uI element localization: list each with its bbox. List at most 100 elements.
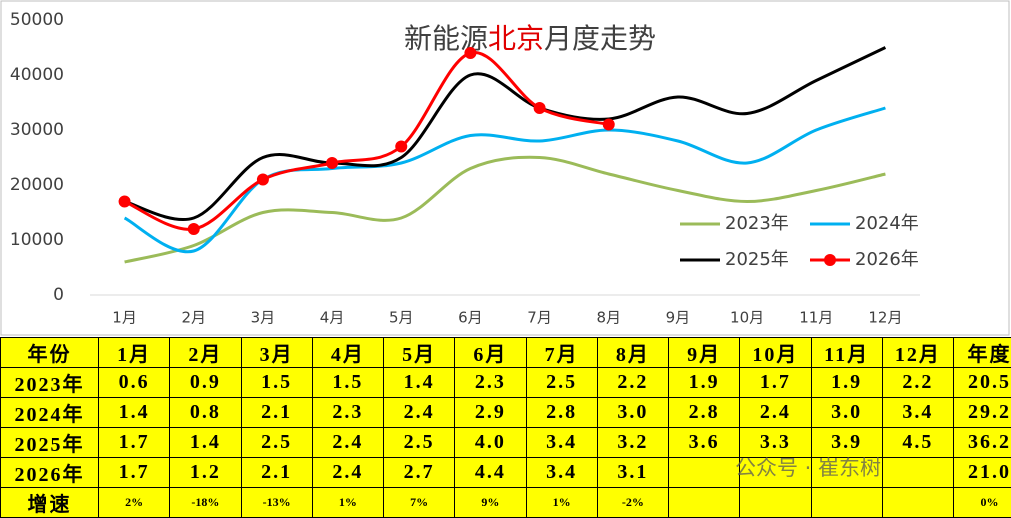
table-cell: [882, 488, 953, 518]
table-cell: 20.5: [954, 368, 1011, 398]
table-cell: 2.5: [241, 428, 312, 458]
table-cell: 3.1: [597, 458, 668, 488]
table-cell: 2.8: [526, 398, 597, 428]
table-cell: 2.8: [669, 398, 740, 428]
table-cell: 1.5: [241, 368, 312, 398]
table-cell: 2月: [170, 338, 241, 368]
table-cell: [669, 488, 740, 518]
x-tick-label: 4月: [320, 309, 345, 327]
table-cell: 1.7: [99, 428, 170, 458]
table-cell: 0.9: [170, 368, 241, 398]
table-cell: 21.0: [954, 458, 1011, 488]
data-point: [119, 196, 131, 208]
table-cell: 2.3: [312, 398, 383, 428]
table-cell: 1.5: [312, 368, 383, 398]
table-cell: 2.9: [455, 398, 526, 428]
table-cell: 2%: [99, 488, 170, 518]
table-cell: 年度: [954, 338, 1011, 368]
table-cell: 2026年: [1, 458, 99, 488]
table-cell: 9月: [669, 338, 740, 368]
table-cell: 4月: [312, 338, 383, 368]
table-cell: -13%: [241, 488, 312, 518]
table-cell: 0%: [954, 488, 1011, 518]
x-tick-label: 11月: [799, 309, 833, 327]
table-cell: 2.2: [597, 368, 668, 398]
table-cell: 3.0: [811, 398, 882, 428]
y-tick-label: 20000: [10, 175, 64, 195]
table-cell: 2024年: [1, 398, 99, 428]
data-point: [326, 157, 338, 169]
table-cell: 0.8: [170, 398, 241, 428]
table-cell: 2023年: [1, 368, 99, 398]
table-cell: 2.1: [241, 398, 312, 428]
table-cell: [740, 488, 811, 518]
table-cell: 0.6: [99, 368, 170, 398]
legend-label: 2025年: [725, 249, 789, 270]
table-cell: 3.6: [669, 428, 740, 458]
table-cell: 2.4: [312, 458, 383, 488]
table-cell: 2.5: [526, 368, 597, 398]
table-cell: 2.4: [312, 428, 383, 458]
table-cell: 3.2: [597, 428, 668, 458]
table-cell: [882, 458, 953, 488]
data-point: [257, 174, 269, 186]
table-cell: 2025年: [1, 428, 99, 458]
y-tick-label: 30000: [10, 120, 64, 140]
table-cell: 3.0: [597, 398, 668, 428]
legend-marker: [824, 254, 836, 266]
table-cell: 1.7: [740, 368, 811, 398]
table-cell: [669, 458, 740, 488]
table-cell: 29.2: [954, 398, 1011, 428]
legend-label: 2024年: [855, 213, 919, 234]
table-cell: 4.5: [882, 428, 953, 458]
table-cell: 1%: [312, 488, 383, 518]
table-cell: 8月: [597, 338, 668, 368]
table-cell: 3月: [241, 338, 312, 368]
table-cell: 10月: [740, 338, 811, 368]
table-cell: 1.4: [384, 368, 455, 398]
data-point: [534, 102, 546, 114]
table-cell: [811, 488, 882, 518]
table-cell: 年份: [1, 338, 99, 368]
table-cell: 1.7: [99, 458, 170, 488]
x-tick-label: 9月: [666, 309, 691, 327]
data-point: [188, 223, 200, 235]
y-tick-label: 50000: [10, 10, 64, 30]
table-cell: 2.2: [882, 368, 953, 398]
table-cell: 2.5: [384, 428, 455, 458]
x-tick-label: 5月: [389, 309, 414, 327]
table-cell: 12月: [882, 338, 953, 368]
table-cell: 1.4: [99, 398, 170, 428]
x-tick-label: 2月: [181, 309, 206, 327]
title-part: 月度走势: [544, 22, 656, 55]
x-tick-label: 7月: [527, 309, 552, 327]
y-tick-label: 0: [53, 285, 64, 305]
y-tick-label: 40000: [10, 65, 64, 85]
table-cell: 3.4: [526, 428, 597, 458]
table-cell: 1.4: [170, 428, 241, 458]
legend-label: 2026年: [855, 249, 919, 270]
table-cell: 1%: [526, 488, 597, 518]
table-cell: 2.1: [241, 458, 312, 488]
x-tick-label: 3月: [251, 309, 276, 327]
table-cell: 2.4: [740, 398, 811, 428]
table-cell: 1月: [99, 338, 170, 368]
table-cell: 1.2: [170, 458, 241, 488]
table-cell: 2.4: [384, 398, 455, 428]
table-cell: 7月: [526, 338, 597, 368]
x-tick-label: 12月: [868, 309, 902, 327]
x-tick-label: 1月: [112, 309, 137, 327]
y-tick-label: 10000: [10, 230, 64, 250]
x-tick-label: 6月: [458, 309, 483, 327]
data-point: [464, 47, 476, 59]
table-cell: 3.4: [526, 458, 597, 488]
x-tick-label: 10月: [730, 309, 764, 327]
table-cell: 7%: [384, 488, 455, 518]
table-cell: 1.9: [669, 368, 740, 398]
